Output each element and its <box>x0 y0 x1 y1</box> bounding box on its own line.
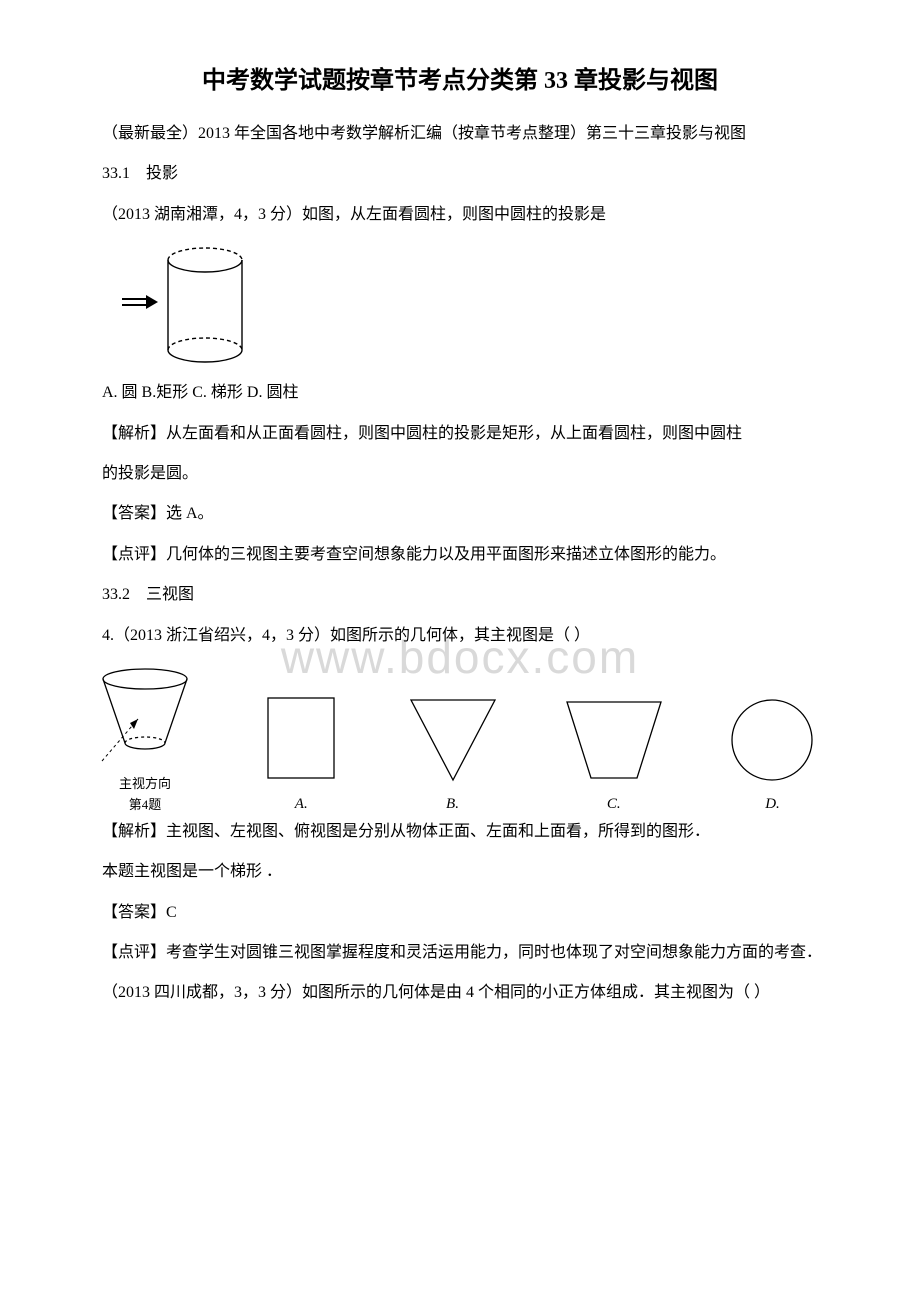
cylinder-figure <box>120 240 850 370</box>
q2-option-b-label: B. <box>446 796 459 813</box>
q2-option-c-label: C. <box>607 796 621 813</box>
q2-sub-caption: 第4题 <box>129 794 162 813</box>
q2-analysis-line2: 本题主视图是一个梯形 ． <box>70 857 850 887</box>
q2-option-c-figure: C. <box>559 690 669 813</box>
page-title: 中考数学试题按章节考点分类第 33 章投影与视图 <box>70 60 850 95</box>
section-33-2-heading: 33.2 三视图 <box>70 580 850 610</box>
q2-option-d-label: D. <box>765 796 780 813</box>
q1-stem: （2013 湖南湘潭，4，3 分）如图，从左面看圆柱，则图中圆柱的投影是 <box>70 200 850 230</box>
q2-main-caption: 主视方向 <box>119 773 171 792</box>
q2-stem: 4.（2013 浙江省绍兴，4，3 分）如图所示的几何体，其主视图是（ ） <box>70 621 850 651</box>
q2-option-b-figure: B. <box>403 690 503 813</box>
q3-stem: （2013 四川成都，3，3 分）如图所示的几何体是由 4 个相同的小正方体组成… <box>70 978 850 1008</box>
q1-analysis-line2: 的投影是圆。 <box>70 459 850 489</box>
intro-paragraph: （最新最全）2013 年全国各地中考数学解析汇编（按章节考点整理）第三十三章投影… <box>70 119 850 149</box>
q1-options: A. 圆 B.矩形 C. 梯形 D. 圆柱 <box>70 378 850 408</box>
q2-comment: 【点评】考查学生对圆锥三视图掌握程度和灵活运用能力，同时也体现了对空间想象能力方… <box>70 938 850 968</box>
q2-analysis-line1: 【解析】主视图、左视图、俯视图是分别从物体正面、左面和上面看，所得到的图形． <box>70 817 850 847</box>
q2-option-a-figure: A. <box>256 690 346 813</box>
q2-answer: 【答案】C <box>70 898 850 928</box>
q1-analysis-line1: 【解析】从左面看和从正面看圆柱，则图中圆柱的投影是矩形，从上面看圆柱，则图中圆柱 <box>70 419 850 449</box>
section-33-1-heading: 33.1 投影 <box>70 159 850 189</box>
q2-option-a-label: A. <box>295 796 308 813</box>
q2-option-d-figure: D. <box>725 690 820 813</box>
q2-solid-figure: 主视方向 第4题 <box>90 661 200 813</box>
q1-comment: 【点评】几何体的三视图主要考查空间想象能力以及用平面图形来描述立体图形的能力。 <box>70 540 850 570</box>
q1-answer: 【答案】选 A。 <box>70 499 850 529</box>
q2-figure-row: 主视方向 第4题 A. B. <box>70 661 850 813</box>
